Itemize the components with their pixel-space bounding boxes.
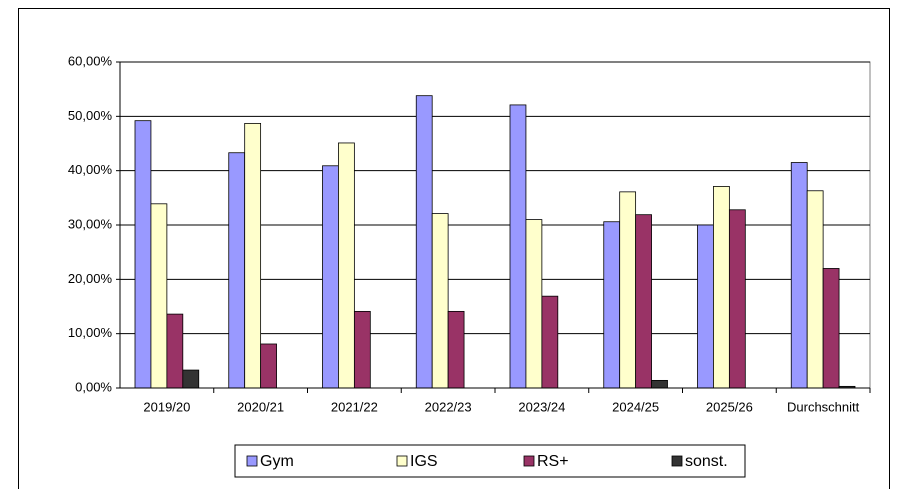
legend-swatch <box>671 455 683 467</box>
legend-swatch <box>246 455 258 467</box>
bar <box>822 268 840 389</box>
bar <box>603 221 621 389</box>
y-tick-label: 20,00% <box>68 271 113 286</box>
bar <box>651 379 668 389</box>
y-tick-label: 50,00% <box>68 108 113 123</box>
bar <box>509 104 527 389</box>
bar <box>431 213 449 389</box>
bar <box>150 203 168 389</box>
legend-swatch <box>396 455 408 467</box>
bar <box>619 191 637 389</box>
y-tick-label: 60,00% <box>68 53 113 68</box>
legend-label: IGS <box>410 453 438 470</box>
legend-box <box>234 444 746 478</box>
bar <box>525 219 543 389</box>
legend-label: Gym <box>260 453 294 470</box>
bar <box>447 310 465 389</box>
bar <box>338 142 355 389</box>
y-tick-label: 40,00% <box>68 162 113 177</box>
legend-label: RS+ <box>537 453 569 470</box>
x-tick-label: Durchschnitt <box>787 399 860 414</box>
bar <box>806 190 824 389</box>
x-tick-label: 2025/26 <box>706 399 753 414</box>
legend-label: sonst. <box>685 453 728 470</box>
x-tick-label: 2023/24 <box>518 399 565 414</box>
x-tick-label: 2019/20 <box>143 399 190 414</box>
bar <box>322 165 339 389</box>
bar <box>728 209 746 389</box>
bar <box>635 214 652 389</box>
x-tick-label: 2024/25 <box>612 399 659 414</box>
bar <box>260 343 277 389</box>
bar <box>166 313 184 389</box>
x-tick-label: 2022/23 <box>425 399 472 414</box>
bar <box>790 162 808 389</box>
y-tick-label: 10,00% <box>68 325 113 340</box>
legend-swatch <box>523 455 535 467</box>
bar <box>134 120 152 389</box>
bar <box>415 95 433 389</box>
y-tick-label: 0,00% <box>75 379 112 394</box>
bar <box>541 295 559 389</box>
bar <box>353 310 371 389</box>
bar <box>228 152 246 389</box>
bar <box>713 186 730 389</box>
y-tick-label: 30,00% <box>68 216 113 231</box>
bar <box>697 224 714 389</box>
x-tick-label: 2021/22 <box>331 399 378 414</box>
bar <box>182 369 200 389</box>
x-tick-label: 2020/21 <box>237 399 284 414</box>
bar <box>244 122 262 389</box>
